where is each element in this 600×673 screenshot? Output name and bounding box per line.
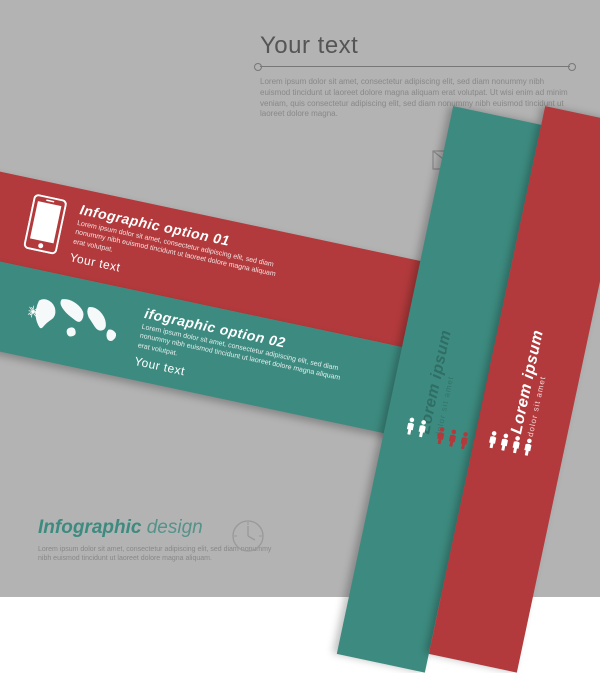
- header-lorem: Lorem ipsum dolor sit amet, consectetur …: [260, 77, 570, 120]
- header-divider: [260, 66, 570, 67]
- footer-title-light: design: [141, 517, 202, 538]
- phone-icon: [22, 193, 68, 260]
- clock-icon: [230, 518, 266, 559]
- world-map-icon: [22, 285, 132, 362]
- header-block: Your text Lorem ipsum dolor sit amet, co…: [260, 32, 570, 120]
- infographic-canvas: Your text Lorem ipsum dolor sit amet, co…: [0, 0, 600, 597]
- header-title: Your text: [260, 32, 570, 60]
- footer-title-strong: Infographic: [38, 517, 141, 538]
